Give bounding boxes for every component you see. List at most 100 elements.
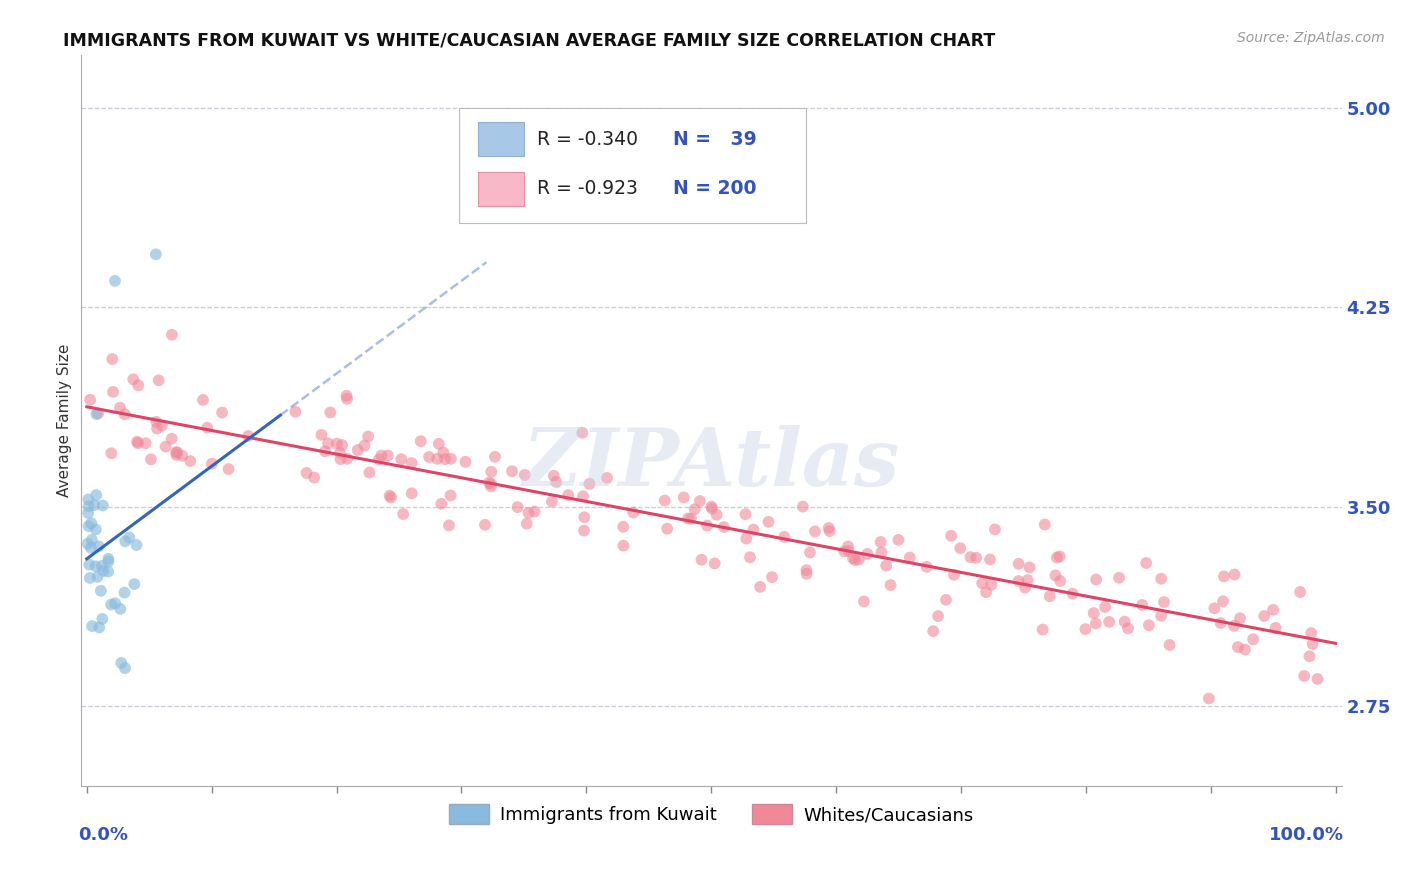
- Point: [114, 585, 136, 599]
- Point: [792, 500, 814, 514]
- Point: [838, 544, 860, 558]
- Text: N =   39: N = 39: [673, 129, 756, 149]
- Point: [380, 491, 402, 505]
- Point: [336, 392, 359, 406]
- Point: [734, 507, 756, 521]
- Point: [114, 407, 136, 421]
- Point: [1014, 581, 1036, 595]
- Point: [735, 532, 758, 546]
- Point: [1298, 649, 1320, 664]
- Point: [1294, 669, 1316, 683]
- Point: [1094, 600, 1116, 615]
- Point: [856, 547, 879, 561]
- Point: [104, 274, 127, 288]
- Point: [370, 449, 392, 463]
- Text: Source: ZipAtlas.com: Source: ZipAtlas.com: [1237, 31, 1385, 45]
- Point: [513, 467, 536, 482]
- Point: [77, 500, 100, 514]
- Point: [100, 598, 122, 612]
- Point: [1302, 637, 1324, 651]
- Point: [852, 594, 875, 608]
- Point: [870, 545, 893, 559]
- Point: [842, 551, 865, 566]
- Point: [79, 392, 101, 407]
- Point: [980, 578, 1002, 592]
- Point: [1039, 589, 1062, 603]
- Y-axis label: Average Family Size: Average Family Size: [58, 343, 72, 497]
- Point: [742, 523, 765, 537]
- Point: [898, 550, 921, 565]
- Point: [974, 585, 997, 599]
- Point: [612, 539, 634, 553]
- Point: [713, 520, 735, 534]
- Point: [1150, 572, 1173, 586]
- Point: [426, 451, 449, 466]
- Point: [150, 418, 173, 433]
- Point: [738, 550, 761, 565]
- Point: [139, 452, 162, 467]
- Point: [479, 479, 502, 493]
- Point: [91, 499, 114, 513]
- Point: [368, 452, 391, 467]
- Point: [612, 520, 634, 534]
- Point: [887, 533, 910, 547]
- Text: R = -0.340: R = -0.340: [537, 129, 638, 149]
- Point: [148, 373, 170, 387]
- Point: [77, 558, 100, 572]
- Point: [319, 405, 342, 419]
- Point: [295, 466, 318, 480]
- Point: [484, 450, 506, 464]
- Point: [329, 452, 352, 467]
- FancyBboxPatch shape: [478, 122, 524, 156]
- Point: [311, 427, 333, 442]
- Point: [572, 489, 595, 503]
- Point: [97, 565, 120, 579]
- Point: [979, 552, 1001, 566]
- Point: [869, 535, 891, 549]
- Point: [284, 405, 307, 419]
- Point: [238, 429, 260, 443]
- Point: [578, 476, 600, 491]
- Point: [1062, 587, 1084, 601]
- Point: [683, 502, 706, 516]
- Point: [879, 578, 901, 592]
- FancyBboxPatch shape: [458, 108, 806, 223]
- Point: [84, 488, 107, 502]
- Point: [427, 437, 450, 451]
- Point: [87, 406, 110, 420]
- Point: [90, 583, 112, 598]
- Point: [346, 443, 368, 458]
- Point: [543, 468, 565, 483]
- Point: [1289, 585, 1312, 599]
- Point: [965, 550, 987, 565]
- Point: [546, 475, 568, 489]
- Point: [1033, 517, 1056, 532]
- Point: [145, 415, 167, 429]
- Point: [571, 425, 593, 440]
- Point: [122, 372, 145, 386]
- Point: [80, 541, 103, 555]
- Point: [1264, 621, 1286, 635]
- Point: [1150, 608, 1173, 623]
- Point: [1098, 615, 1121, 629]
- Point: [479, 465, 502, 479]
- Point: [1301, 626, 1323, 640]
- Point: [984, 522, 1007, 536]
- Point: [125, 538, 148, 552]
- Point: [832, 544, 855, 558]
- Point: [1045, 568, 1067, 582]
- Point: [392, 507, 415, 521]
- Point: [86, 407, 108, 421]
- Point: [155, 440, 177, 454]
- Point: [799, 545, 821, 559]
- Point: [1114, 615, 1136, 629]
- Point: [84, 522, 107, 536]
- Point: [77, 492, 100, 507]
- Point: [922, 624, 945, 639]
- Point: [353, 438, 375, 452]
- Point: [700, 501, 723, 516]
- Point: [696, 518, 718, 533]
- Point: [409, 434, 432, 449]
- Point: [326, 436, 349, 450]
- Point: [377, 449, 399, 463]
